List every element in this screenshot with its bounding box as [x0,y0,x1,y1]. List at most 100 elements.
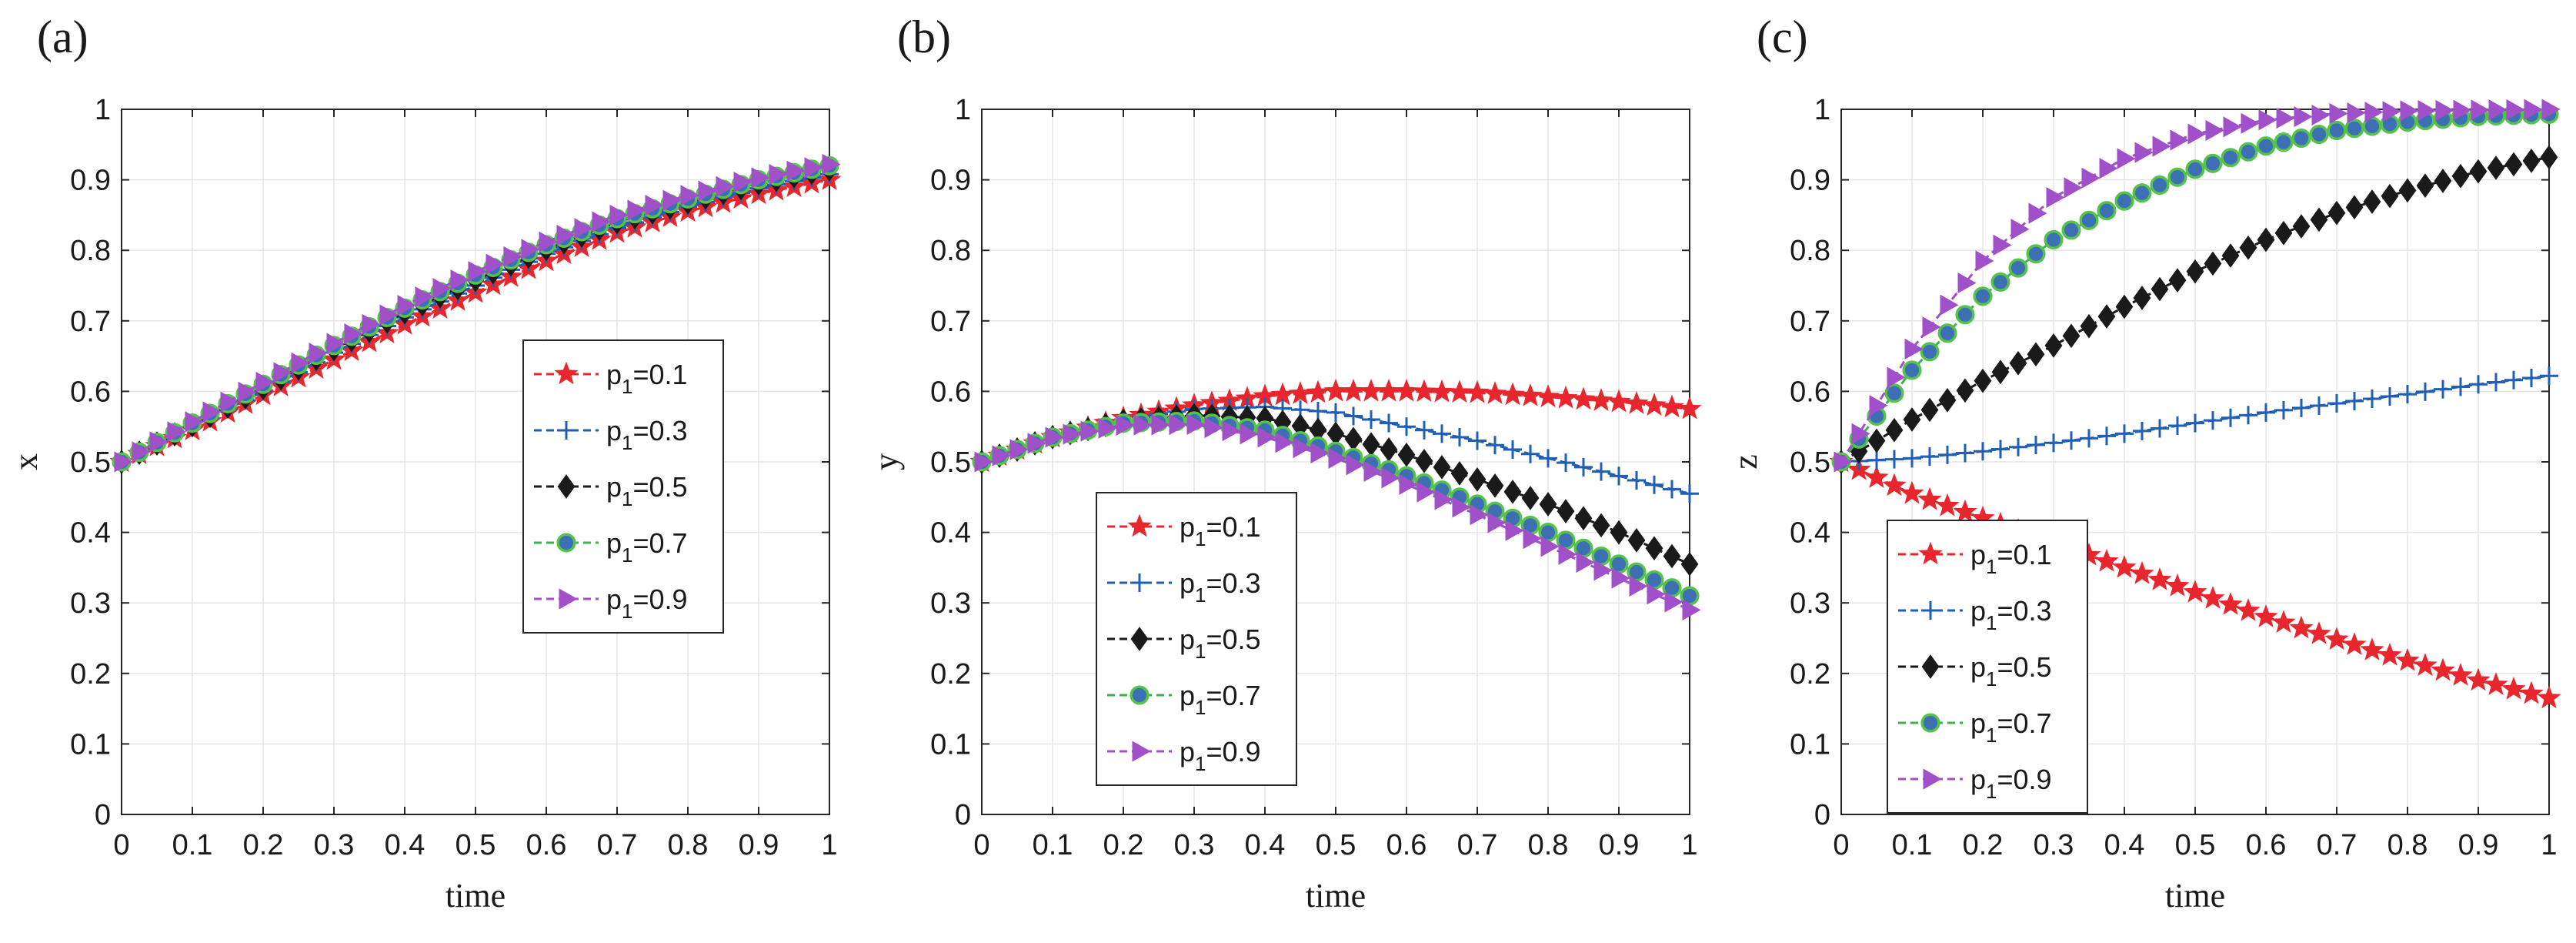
series-marker [592,211,611,232]
series-marker [2099,158,2118,179]
x-tick-label: 0.8 [2387,829,2428,861]
series-marker [2170,129,2189,151]
series-marker [2540,145,2558,170]
series-marker [2400,100,2419,122]
series-marker [1953,499,1977,523]
series-marker [1557,453,1575,473]
series-marker [992,445,1011,466]
series-marker [2186,413,2204,433]
x-tick-label: 0.6 [526,829,567,861]
series-marker [1452,497,1471,518]
series-marker [1680,551,1699,577]
series-marker [804,157,823,179]
y-tick-label: 0.8 [1790,235,1830,267]
legend-label: p1=0.7 [1180,680,1261,719]
series-marker [2453,99,2472,121]
series-marker [2080,313,2098,339]
series-marker [2271,610,2296,634]
legend-item: p1=0.9 [1107,736,1261,775]
legend-label: p1=0.3 [606,415,688,454]
legend-label-sub: 1 [622,431,632,454]
series-group [969,378,1702,620]
series-marker [2134,142,2154,163]
series-marker [1610,520,1628,545]
series-marker [2345,391,2364,410]
series-marker [2133,286,2151,310]
series-marker [2381,387,2399,406]
series-marker [2363,390,2381,409]
legend-item: p1=0.9 [1898,764,2052,803]
series-marker [1434,489,1453,510]
series-marker [1642,393,1667,416]
legend-marker [1132,741,1151,762]
legend-label-rest: =0.7 [1997,707,2052,739]
y-tick-label: 0 [955,799,971,831]
series-3 [1832,145,2558,474]
x-axis-label: time [445,877,506,915]
legend-marker [1921,601,1940,620]
series-marker [1133,414,1153,436]
series-marker [2201,586,2225,609]
legend-label: p1=0.5 [1970,651,2052,691]
legend-item: p1=0.1 [1898,539,2052,578]
series-marker [769,163,788,186]
series-marker [1677,396,1702,420]
series-marker [1521,486,1540,510]
legend-item: p1=0.7 [1898,707,2052,747]
series-marker [1539,492,1557,517]
series-marker [2434,169,2452,193]
series-marker [1503,440,1522,459]
x-tick-label: 0.7 [597,829,638,861]
series-marker [1645,475,1663,494]
series-marker [2451,163,2470,189]
legend-item: p1=0.3 [1107,567,1261,607]
series-marker [1503,480,1522,504]
series-marker [2413,653,2438,677]
series-marker [2488,99,2508,121]
series-marker [2117,148,2136,169]
legend-label: p1=0.9 [1970,764,2052,803]
panel-label: (a) [37,12,88,62]
legend-item: p1=0.7 [1107,680,1261,719]
series-marker [2377,642,2402,666]
series-marker [1664,591,1683,613]
series-5 [1834,99,2561,473]
series-marker [1344,406,1363,426]
legend-item: p1=0.3 [1898,595,2052,634]
series-marker [1186,413,1206,436]
x-tick-label: 0.6 [2246,829,2287,861]
series-marker [220,391,239,413]
series-marker [1574,506,1593,531]
x-tick-label: 0 [973,829,989,861]
series-marker [2504,370,2523,390]
series-marker [1447,380,1472,403]
series-marker [1486,473,1504,498]
series-marker [1310,442,1330,464]
legend-item: p1=0.9 [534,584,688,623]
x-tick-label: 0.3 [1174,829,1215,861]
series-marker [185,411,204,433]
series-marker [1592,513,1610,538]
series-marker [2115,424,2134,443]
legend-label-sub: 1 [1986,667,1997,691]
y-tick-label: 0 [95,799,111,831]
series-marker [432,278,452,299]
panel-label: (b) [897,12,951,62]
series-marker [2434,380,2452,399]
legend-label: p1=0.3 [1180,567,1261,607]
series-marker [1151,414,1170,436]
series-marker [2381,183,2399,209]
legend-marker [1923,768,1942,790]
legend-label-main: p [1180,736,1195,767]
series-marker [273,362,292,383]
series-marker [202,401,222,423]
y-tick-label: 1 [1814,94,1830,126]
series-marker [2307,621,2331,644]
y-tick-label: 0.1 [70,728,111,761]
series-marker [1571,386,1596,410]
series-group [109,153,842,474]
legend-label-main: p [1970,539,1986,570]
series-marker [1558,543,1577,565]
series-marker [2310,396,2328,415]
x-tick-label: 0.9 [739,829,779,861]
